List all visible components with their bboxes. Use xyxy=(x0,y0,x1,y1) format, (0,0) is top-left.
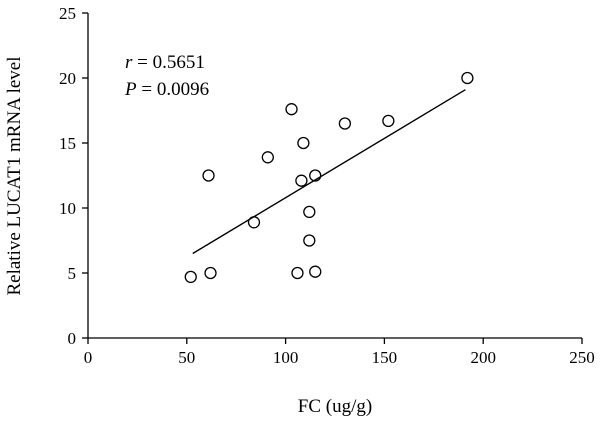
x-tick-label: 250 xyxy=(569,348,595,367)
y-tick-label: 5 xyxy=(68,264,77,283)
y-ticks: 0 5 10 15 20 25 xyxy=(59,4,88,348)
r-symbol: r xyxy=(125,52,133,73)
y-tick-label: 10 xyxy=(59,199,76,218)
p-symbol: P xyxy=(124,79,137,100)
scatter-point xyxy=(202,169,215,182)
x-tick-label: 150 xyxy=(372,348,398,367)
y-tick-label: 15 xyxy=(59,134,76,153)
y-axis-title: Relative LUCAT1 mRNA level xyxy=(4,56,25,295)
scatter-point xyxy=(382,114,395,128)
data-points xyxy=(184,71,474,284)
scatter-point xyxy=(297,136,310,150)
r-value: = 0.5651 xyxy=(132,52,204,73)
scatter-point xyxy=(303,234,316,247)
p-annotation: P = 0.0096 xyxy=(124,79,209,100)
scatter-point xyxy=(184,270,197,284)
scatter-point xyxy=(338,117,352,130)
x-tick-label: 200 xyxy=(470,348,496,367)
x-axis-title: FC (ug/g) xyxy=(298,396,372,417)
scatter-point xyxy=(303,205,316,219)
y-tick-label: 25 xyxy=(59,4,76,23)
scatter-point xyxy=(285,103,298,116)
scatter-point xyxy=(261,151,274,164)
scatter-point xyxy=(204,266,217,280)
scatter-point xyxy=(291,266,304,280)
regression-line xyxy=(192,89,466,255)
y-tick-label: 0 xyxy=(68,329,77,348)
x-tick-label: 100 xyxy=(273,348,299,367)
axes xyxy=(87,13,582,339)
x-tick-label: 50 xyxy=(178,348,195,367)
x-ticks: 0 50 100 150 200 250 xyxy=(84,338,595,367)
scatter-point xyxy=(461,71,474,85)
y-tick-label: 20 xyxy=(59,69,76,88)
p-value: = 0.0096 xyxy=(137,79,209,100)
x-tick-label: 0 xyxy=(84,348,93,367)
r-annotation: r = 0.5651 xyxy=(125,52,205,73)
scatter-point xyxy=(295,174,308,187)
scatter-point xyxy=(309,265,322,278)
